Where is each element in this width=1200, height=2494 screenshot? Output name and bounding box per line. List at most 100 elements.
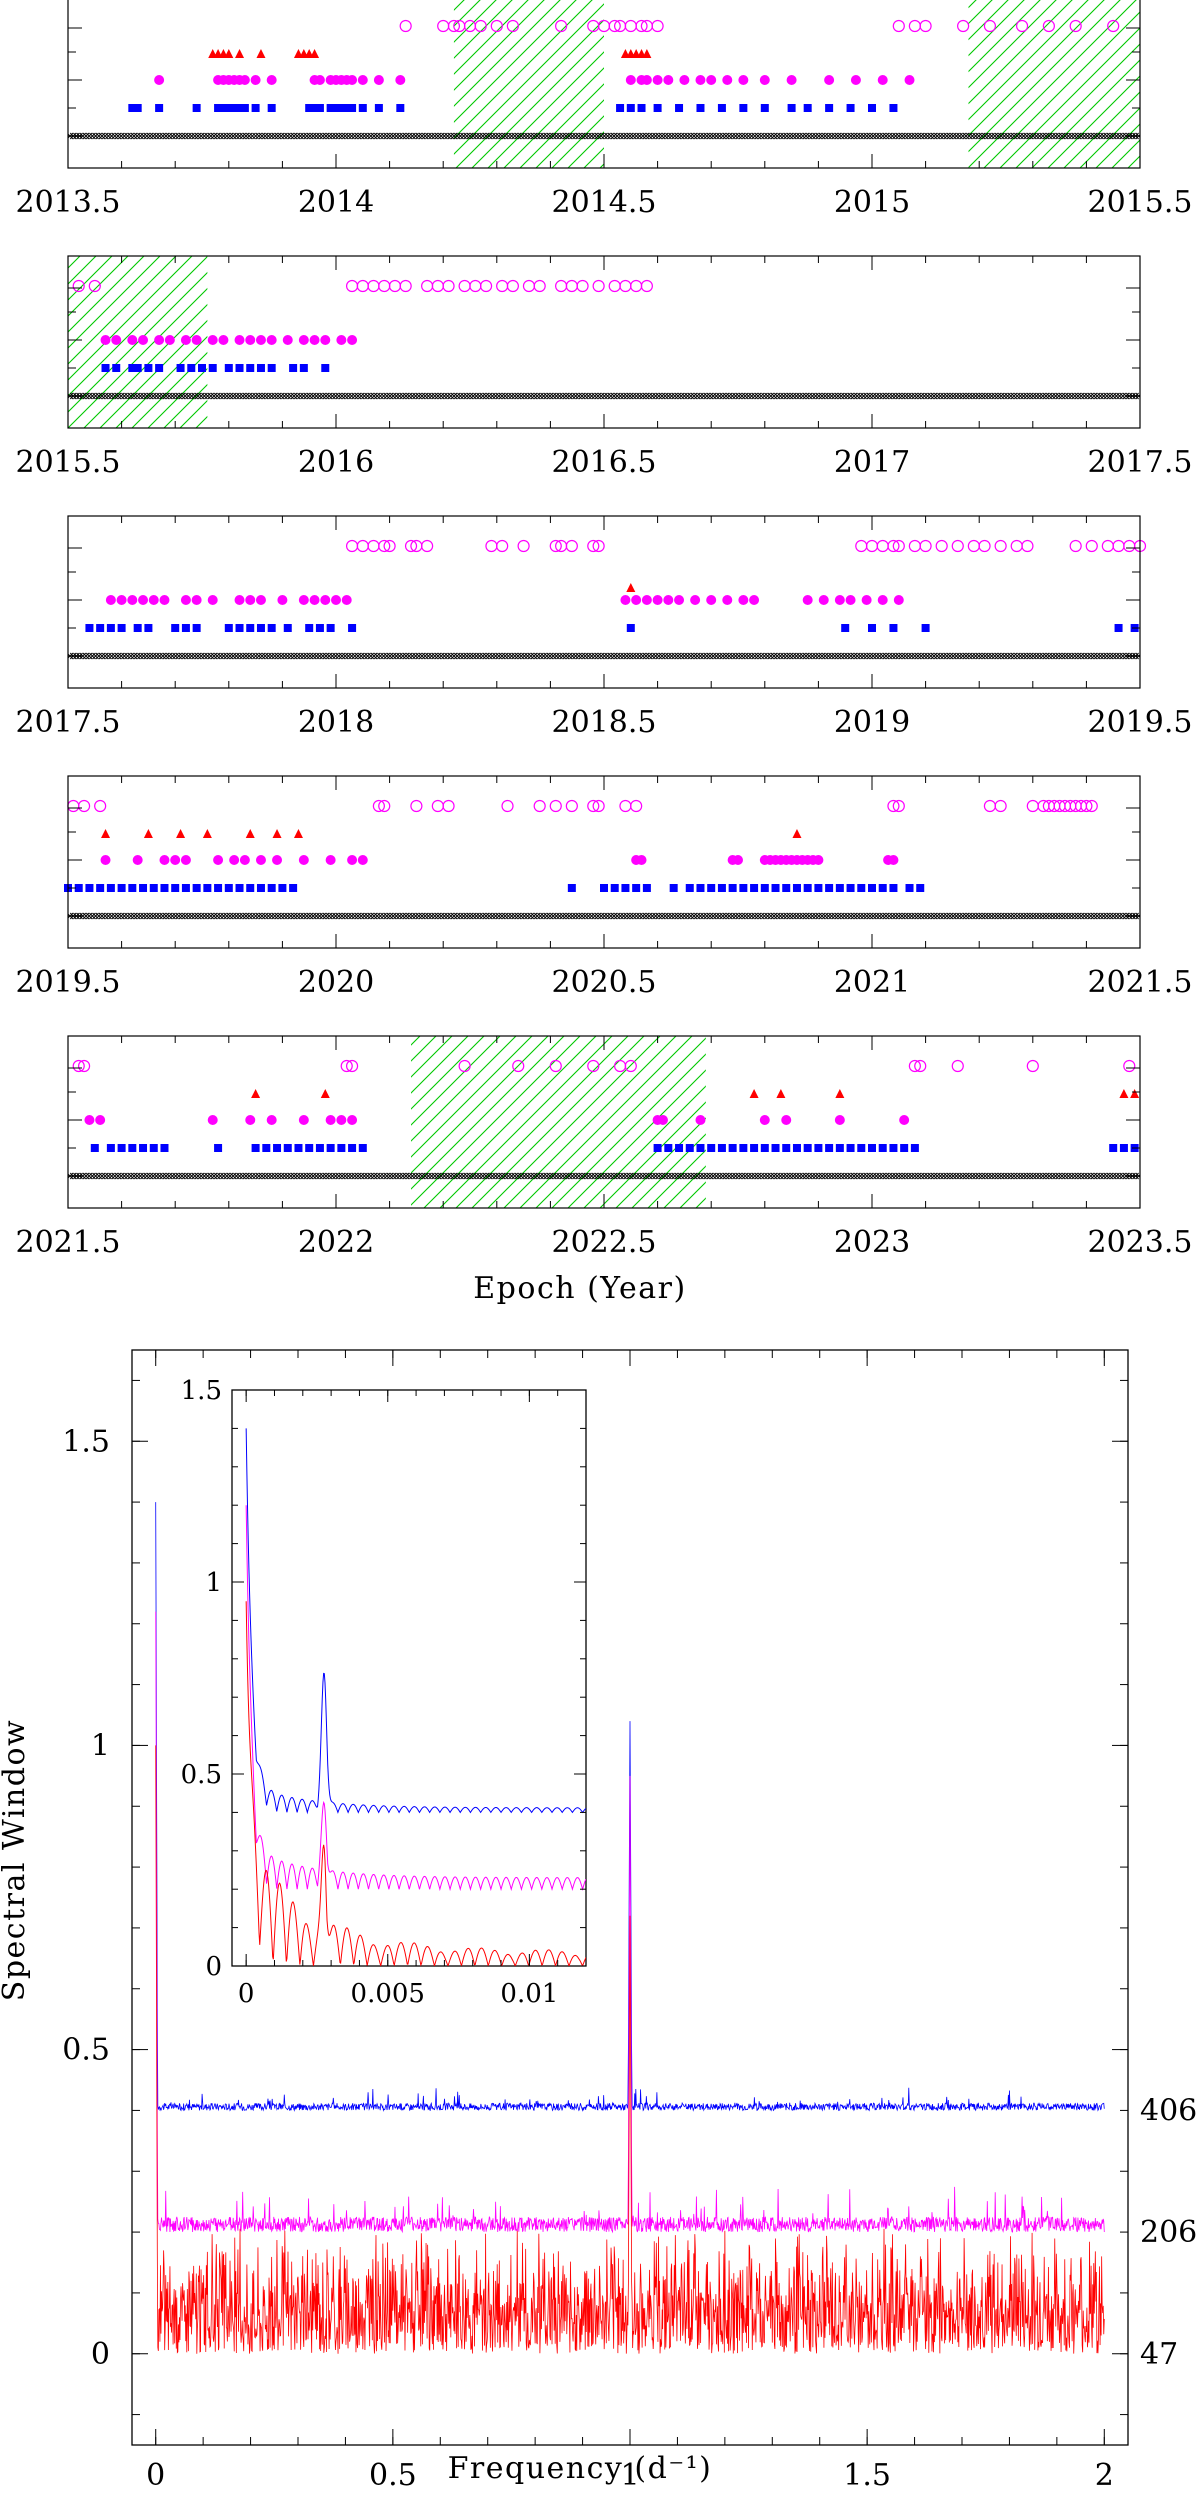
magenta-open-marker xyxy=(1085,799,1098,813)
blue-square-marker xyxy=(878,884,887,892)
blue-square-marker xyxy=(900,1144,909,1152)
magenta-open-marker xyxy=(592,539,605,553)
magenta-filled-marker xyxy=(759,1115,770,1125)
blue-square-marker xyxy=(219,104,228,112)
blue-square-marker xyxy=(857,1144,866,1152)
magenta-filled-marker xyxy=(255,335,266,345)
magenta-open-marker xyxy=(892,539,905,553)
epoch-tick-label: 2017 xyxy=(834,445,910,480)
blue-square-marker xyxy=(707,1144,716,1152)
panel-frame xyxy=(67,775,1141,949)
blue-square-marker xyxy=(315,1144,324,1152)
blue-square-marker xyxy=(921,624,930,632)
epoch-tick-label: 2021.5 xyxy=(1088,965,1193,1000)
epoch-chart: 2013.5 2014 2014.5 2015 2015.5 2015.5 2016 2016… xyxy=(16,0,1193,1260)
magenta-filled-marker xyxy=(180,335,191,345)
epoch-tick-label: 2018 xyxy=(298,705,374,740)
magenta-filled-marker xyxy=(239,855,250,865)
magenta-open-marker xyxy=(951,1059,964,1073)
magenta-filled-marker xyxy=(255,855,266,865)
epoch-panel: 2021.5 2022 2022.5 2023 2023.5 xyxy=(16,1035,1193,1260)
blue-square-marker xyxy=(1109,1144,1118,1152)
blue-square-marker xyxy=(835,884,844,892)
magenta-filled-marker xyxy=(191,335,202,345)
magenta-open-marker xyxy=(1085,539,1098,553)
blue-square-marker xyxy=(1119,1144,1128,1152)
blue-square-marker xyxy=(224,624,233,632)
blue-square-marker xyxy=(332,104,340,112)
magenta-open-marker xyxy=(517,539,530,553)
blue-square-marker xyxy=(96,624,105,632)
magenta-filled-marker xyxy=(180,855,191,865)
red-triangle-marker xyxy=(176,829,186,838)
series-line-47 xyxy=(155,1745,1105,2354)
magenta-open-marker xyxy=(865,539,879,553)
magenta-open-marker xyxy=(951,539,964,553)
blue-square-marker xyxy=(198,364,206,372)
blue-square-marker xyxy=(1114,624,1123,632)
magenta-open-marker xyxy=(485,539,498,553)
magenta-filled-marker xyxy=(636,855,647,865)
red-triangle-marker xyxy=(1119,1089,1129,1098)
blue-square-marker xyxy=(792,1144,801,1152)
epoch-tick-label: 2023.5 xyxy=(1088,1225,1193,1260)
blue-square-marker xyxy=(675,104,684,112)
magenta-filled-marker xyxy=(207,1115,218,1125)
blue-square-marker xyxy=(289,364,298,372)
blue-square-marker xyxy=(224,364,233,372)
magenta-open-marker xyxy=(624,1059,637,1073)
blue-square-marker xyxy=(739,104,748,112)
magenta-filled-marker xyxy=(325,1115,336,1125)
blue-square-marker xyxy=(889,624,898,632)
magenta-open-marker xyxy=(651,19,664,33)
magenta-filled-marker xyxy=(663,75,674,85)
magenta-open-marker xyxy=(635,19,648,33)
blue-square-marker xyxy=(889,1144,898,1152)
blue-square-marker xyxy=(696,884,705,892)
blue-square-marker xyxy=(128,104,137,112)
magenta-filled-marker xyxy=(657,1115,668,1125)
blue-square-marker xyxy=(637,104,646,112)
magenta-open-marker xyxy=(72,279,85,293)
epoch-tick-label: 2023 xyxy=(834,1225,910,1260)
blue-square-marker xyxy=(675,1144,684,1152)
blue-square-marker xyxy=(171,624,180,632)
blue-square-marker xyxy=(289,884,298,892)
magenta-filled-marker xyxy=(170,855,181,865)
magenta-open-marker xyxy=(431,799,444,813)
magenta-filled-marker xyxy=(818,595,829,605)
magenta-open-marker xyxy=(592,279,605,293)
blue-square-marker xyxy=(315,104,324,112)
magenta-filled-marker xyxy=(127,595,138,605)
magenta-filled-marker xyxy=(652,75,663,85)
magenta-filled-marker xyxy=(641,75,652,85)
gap-hatch xyxy=(453,0,604,168)
blue-square-marker xyxy=(846,1144,855,1152)
blue-square-marker xyxy=(187,364,196,372)
epoch-tick-label: 2016 xyxy=(298,445,374,480)
magenta-open-marker xyxy=(892,19,905,33)
blue-square-marker xyxy=(374,104,383,112)
blue-square-marker xyxy=(803,884,812,892)
blue-square-marker xyxy=(144,364,153,372)
blue-square-marker xyxy=(728,884,737,892)
magenta-open-marker xyxy=(565,539,578,553)
magenta-open-marker xyxy=(1026,799,1039,813)
blue-square-marker xyxy=(235,364,244,372)
blue-square-marker xyxy=(905,884,914,892)
x-mark-row xyxy=(68,912,1140,920)
blue-square-marker xyxy=(149,1144,158,1152)
magenta-open-marker xyxy=(378,799,391,813)
blue-square-marker xyxy=(814,884,823,892)
magenta-open-marker xyxy=(506,279,519,293)
magenta-open-marker xyxy=(1021,539,1034,553)
magenta-filled-marker xyxy=(850,75,861,85)
magenta-open-marker xyxy=(908,1059,921,1073)
magenta-open-marker xyxy=(496,279,509,293)
blue-square-marker xyxy=(256,884,265,892)
inset-x-tick-label: 0 xyxy=(238,1979,255,2009)
blue-square-marker xyxy=(782,884,791,892)
magenta-filled-marker xyxy=(899,1115,910,1125)
blue-square-marker xyxy=(846,104,855,112)
magenta-filled-marker xyxy=(298,855,309,865)
